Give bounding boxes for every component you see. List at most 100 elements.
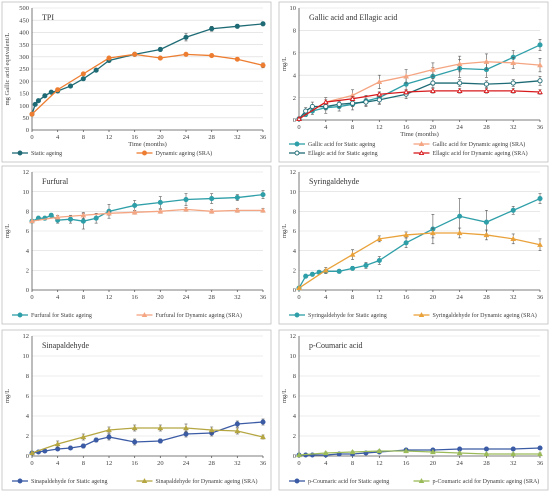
data-point xyxy=(483,446,489,452)
legend: Furfural for Static ageing Furfural for D… xyxy=(12,312,242,319)
data-point xyxy=(29,449,35,456)
data-point xyxy=(234,23,240,29)
data-point xyxy=(537,241,543,247)
y-tick-label: 2 xyxy=(26,268,29,275)
data-point xyxy=(157,438,163,444)
data-point xyxy=(430,448,436,455)
panel-frame xyxy=(1,165,272,325)
chart-panel-1: 0 50 100 150 200 250 300 350 400 450 500 0 4 8 12 16 20 2… xyxy=(1,1,272,163)
data-point xyxy=(93,215,99,221)
data-point xyxy=(457,80,463,86)
x-tick-label: 32 xyxy=(510,294,517,301)
data-point xyxy=(106,55,112,61)
data-point xyxy=(456,449,463,456)
x-tick-label: 8 xyxy=(82,134,85,141)
data-point xyxy=(80,443,86,449)
data-point xyxy=(80,76,86,82)
data-point xyxy=(132,439,138,445)
data-point xyxy=(537,445,543,451)
legend-swatch-marker xyxy=(294,478,300,484)
x-tick-label: 20 xyxy=(430,124,437,131)
x-tick-label: 20 xyxy=(430,460,437,467)
y-tick-label: 6 xyxy=(26,228,30,235)
data-point xyxy=(54,214,61,220)
data-point xyxy=(349,251,356,257)
y-tick-label: 500 xyxy=(19,5,29,12)
x-tick-label: 36 xyxy=(537,124,544,131)
data-point xyxy=(183,196,189,203)
data-point xyxy=(376,78,383,85)
x-tick-label: 32 xyxy=(510,460,517,467)
x-tick-label: 16 xyxy=(131,294,138,301)
legend-label: p-Coumaric acid for Dynamic ageing (SRA) xyxy=(433,478,540,485)
series-line xyxy=(31,23,264,115)
panel-title: TPI xyxy=(42,13,54,22)
data-point xyxy=(208,426,215,433)
y-tick-label: 2 xyxy=(26,433,29,440)
x-tick-label: 16 xyxy=(403,460,410,467)
data-point xyxy=(537,88,543,95)
series-line xyxy=(298,90,541,120)
data-point xyxy=(260,192,266,198)
y-tick-label: 50 xyxy=(23,115,30,122)
data-point xyxy=(456,60,463,67)
legend-item: p-Coumaric acid for Static ageing xyxy=(289,478,389,485)
y-tick-label: 2 xyxy=(293,433,296,440)
y-axis-title: mg/L xyxy=(4,224,11,238)
y-tick-label: 0 xyxy=(293,287,296,294)
legend: Sinapaldehyde for Static ageing Sinapalde… xyxy=(12,478,257,485)
data-point xyxy=(234,56,240,62)
data-point xyxy=(234,195,240,201)
x-tick-label: 32 xyxy=(234,294,241,301)
x-tick-label: 24 xyxy=(183,294,190,301)
x-tick-label: 24 xyxy=(456,460,463,467)
legend-swatch-marker xyxy=(294,312,300,318)
data-point xyxy=(363,99,369,105)
series-2 xyxy=(296,227,543,291)
data-point xyxy=(106,210,112,216)
x-tick-label: 4 xyxy=(324,460,328,467)
x-tick-label: 0 xyxy=(297,294,300,301)
x-tick-label: 16 xyxy=(403,124,410,131)
series-1 xyxy=(29,418,266,456)
legend: Syringaldehyde for Static ageing Syringal… xyxy=(289,312,537,319)
x-tick-label: 16 xyxy=(131,460,138,467)
y-axis-title: mg/L xyxy=(281,57,288,71)
legend: p-Coumaric acid for Static ageing p-Couma… xyxy=(289,478,539,485)
data-point xyxy=(322,99,329,105)
data-point xyxy=(336,268,342,274)
data-point xyxy=(132,202,138,208)
data-point xyxy=(93,437,99,443)
panel-title: Syringaldehyde xyxy=(309,177,360,186)
legend-swatch-marker xyxy=(418,150,425,156)
data-point xyxy=(363,262,369,268)
legend-swatch-marker xyxy=(17,478,23,484)
y-tick-label: 8 xyxy=(26,373,29,380)
data-point xyxy=(483,231,490,238)
legend-label: Gallic acid for Dynamic ageing (SRA) xyxy=(433,141,526,148)
x-tick-label: 4 xyxy=(56,134,60,141)
data-point xyxy=(376,91,383,97)
legend-item: Static ageing xyxy=(12,150,62,157)
y-tick-label: 8 xyxy=(26,209,29,216)
data-point xyxy=(42,93,48,99)
x-tick-label: 8 xyxy=(351,294,354,301)
data-point xyxy=(260,419,266,425)
data-point xyxy=(309,271,315,277)
data-point xyxy=(67,83,74,89)
series-line xyxy=(31,208,263,222)
panel-frame xyxy=(278,329,549,491)
x-tick-label: 12 xyxy=(106,460,113,467)
series-line xyxy=(298,61,541,120)
y-tick-label: 0 xyxy=(293,117,296,124)
x-tick-label: 12 xyxy=(106,294,113,301)
data-point xyxy=(183,34,189,40)
panel-title: p-Coumaric acid xyxy=(309,341,363,350)
legend-label: Furfural for Dynamic ageing (SRA) xyxy=(156,312,242,319)
data-point xyxy=(260,433,266,440)
y-tick-label: 150 xyxy=(19,91,29,98)
y-tick-label: 8 xyxy=(293,373,296,380)
x-tick-label: 24 xyxy=(183,460,190,467)
legend-label: Ellagic acid for Dynamic ageing (SRA) xyxy=(433,150,528,157)
